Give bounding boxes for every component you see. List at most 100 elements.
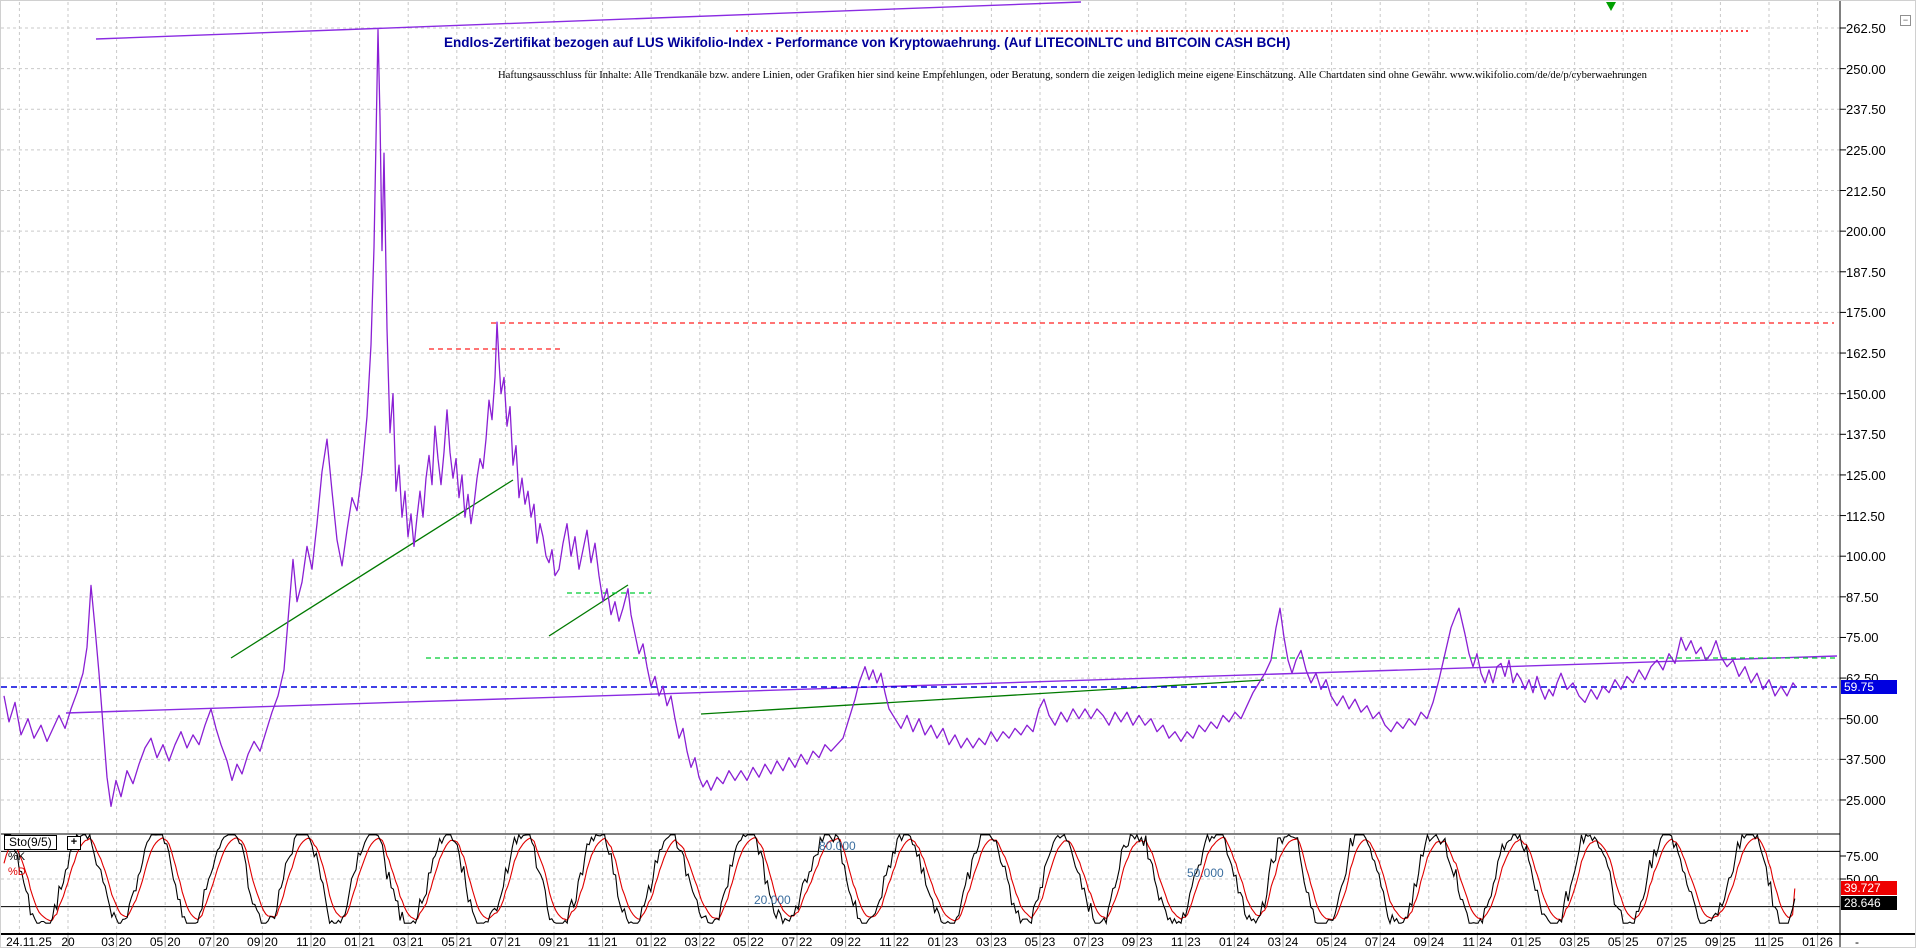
stoch-level-50-label: 50.000	[1187, 866, 1224, 880]
time-axis-label: 11 24	[1462, 935, 1492, 948]
time-axis-label: 09 23	[1122, 935, 1153, 948]
time-axis-label-part: 21	[604, 935, 618, 948]
price-axis-label: 200.00	[1846, 224, 1886, 240]
time-axis-label: 11 21	[587, 935, 618, 948]
time-axis-label: 05 25	[1608, 935, 1639, 947]
time-axis-label: 05 22	[733, 935, 764, 948]
time-axis-label-part: 23	[1090, 935, 1104, 948]
time-axis-label: 24.11.25	[6, 935, 52, 948]
axis-collapse-button[interactable]: −	[1900, 15, 1911, 26]
time-axis-label-part: 05	[149, 935, 164, 948]
time-axis-label: 05 24	[1316, 935, 1347, 948]
time-axis-label-part: 21	[556, 935, 570, 948]
time-axis-label-part: 05	[1316, 935, 1330, 948]
price-axis-label: 225.00	[1846, 142, 1886, 158]
time-axis-label: 03 21	[393, 935, 424, 948]
time-axis-label-part: 23	[944, 935, 959, 948]
time-axis-label-part: 07	[490, 935, 504, 948]
time-axis-label-part: 24.11.25	[6, 935, 52, 948]
time-axis-label-part: 21	[507, 935, 521, 948]
time-axis-label: 01 25	[1511, 935, 1542, 948]
time-axis-label-part: 24	[1333, 935, 1347, 948]
time-axis-label-part: 05	[1024, 935, 1038, 948]
time-axis-label: 07 21	[490, 935, 521, 948]
time-axis-label-part: 05	[733, 935, 747, 948]
time-axis-label: 07 20	[198, 935, 230, 948]
time-axis-label-part: 24	[1236, 935, 1250, 948]
time-axis-label-part: 11	[587, 935, 601, 948]
time-axis-label-part: 09	[247, 935, 261, 948]
time-axis-label-part: 20	[215, 935, 230, 948]
time-axis-label: 09 25	[1705, 935, 1736, 948]
time-axis-label: 01 26	[1802, 935, 1833, 947]
time-axis-label: 05 20	[149, 935, 181, 948]
time-axis-label-part: 07	[1656, 935, 1670, 948]
time-axis-label-part: 21	[458, 935, 473, 948]
upper-purple-channel	[95, 1, 1082, 40]
stochastic-name: Sto(9/5)	[9, 835, 52, 849]
price-axis-label: 175.00	[1846, 305, 1886, 321]
lower-purple-channel	[65, 655, 1838, 714]
time-axis-label-part: 22	[895, 935, 910, 948]
time-axis-label-part: 09	[1705, 935, 1719, 948]
time-axis-label: 07 24	[1365, 935, 1396, 948]
stoch-level-80-label: 80.000	[819, 839, 856, 853]
time-axis-label-part: 11	[1462, 935, 1475, 948]
time-axis-label: 03 22	[684, 935, 715, 948]
green-trend-shallow	[700, 679, 1265, 715]
time-axis-label-part: 25	[1576, 935, 1590, 948]
time-axis-label: 01 22	[635, 935, 667, 948]
stoch-d-value-tag: 39.727	[1841, 881, 1897, 895]
time-axis-label-part: 25	[1770, 935, 1784, 948]
price-axis-label: 237.50	[1846, 102, 1886, 118]
time-axis-label-part: 20	[61, 935, 75, 948]
time-axis-label: 09 22	[830, 935, 861, 947]
time-axis-label-part: 24	[1382, 935, 1396, 948]
time-axis-label-part: 01	[635, 935, 650, 948]
time-axis-label-part: 21	[361, 935, 375, 948]
time-axis-label: 09 24	[1413, 935, 1445, 948]
time-axis-label-part: 23	[1139, 935, 1153, 948]
time-axis-label: 09 21	[538, 935, 570, 948]
time-axis-label-part: 07	[198, 935, 212, 948]
stoch-level-20-label: 20.000	[754, 893, 791, 907]
time-axis-label: 11 25	[1754, 935, 1784, 948]
time-axis-label-part: 24	[1430, 935, 1445, 948]
time-axis-label-part: 09	[538, 935, 552, 948]
time-axis-label: 01 23	[927, 935, 959, 948]
time-axis-label: 05 23	[1024, 935, 1056, 948]
time-axis-label-part: 11	[879, 935, 892, 948]
time-axis-label-part: 01	[927, 935, 941, 948]
expand-indicator-button[interactable]: +	[67, 836, 81, 850]
time-axis-label-part: 03	[1559, 935, 1573, 948]
time-axis-label-part: 21	[410, 935, 424, 948]
time-axis-label-part: 22	[750, 935, 764, 948]
time-axis-label-part: 25	[1722, 935, 1736, 948]
green-triangle-marker	[1606, 2, 1616, 11]
time-axis-label-part: 11	[1170, 935, 1184, 948]
price-axis-label: 125.00	[1846, 467, 1886, 483]
stoch-k-line	[4, 832, 1796, 926]
time-axis-label-part: 22	[653, 935, 667, 948]
time-axis-label-part: 24	[1285, 935, 1299, 948]
time-axis-label-part: 03	[684, 935, 698, 948]
time-axis-label: 01 24	[1219, 935, 1250, 948]
time-axis-label-part: 03	[976, 935, 990, 948]
time-axis-label-part: 20	[264, 935, 278, 948]
time-axis-label-part: 23	[1042, 935, 1056, 948]
stochastic-indicator-label[interactable]: Sto(9/5)	[4, 835, 57, 850]
stoch-d-legend: %D	[8, 866, 26, 878]
time-axis-label-part: 25	[1528, 935, 1542, 948]
time-axis-label-part: -	[1855, 935, 1859, 948]
green-trend-steep	[230, 479, 514, 659]
time-axis-label-part: 11	[296, 935, 309, 948]
time-axis-label-part: 23	[1187, 935, 1201, 948]
price-axis-label: 162.50	[1846, 346, 1886, 362]
price-axis-label: 137.50	[1846, 427, 1886, 443]
time-axis-label-part: 07	[1073, 935, 1087, 948]
time-axis-label: 11 23	[1170, 935, 1201, 948]
chart-disclaimer: Haftungsausschluss für Inhalte: Alle Tre…	[498, 70, 1647, 81]
price-axis-label: 250.00	[1846, 61, 1886, 77]
price-axis-label: 75.00	[1846, 630, 1879, 646]
